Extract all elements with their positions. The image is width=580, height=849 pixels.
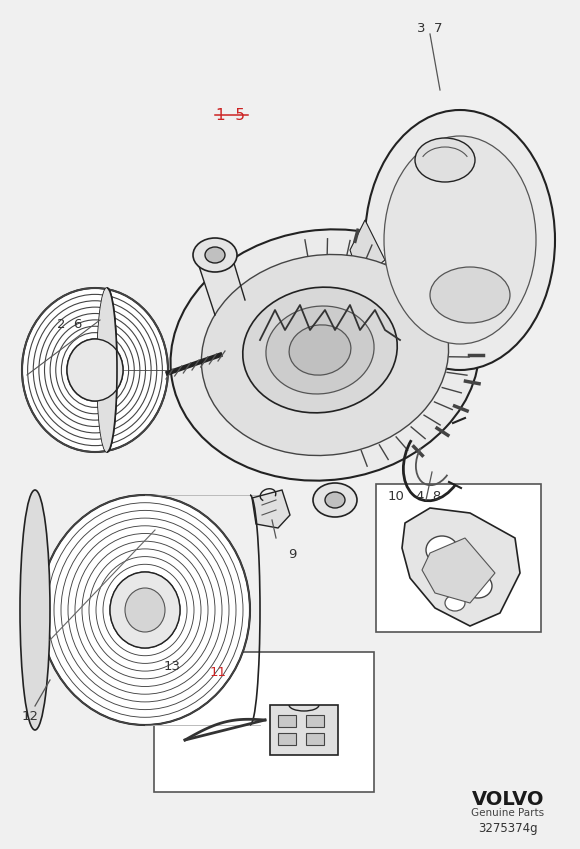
- Polygon shape: [197, 260, 245, 315]
- Ellipse shape: [430, 267, 510, 323]
- Bar: [278, 733, 296, 745]
- Text: 11: 11: [210, 666, 227, 679]
- Bar: [270, 705, 338, 755]
- Text: 1  5: 1 5: [216, 108, 245, 123]
- Text: 9: 9: [288, 548, 296, 561]
- Text: 12: 12: [22, 710, 39, 723]
- Text: 3275374g: 3275374g: [478, 822, 538, 835]
- Ellipse shape: [289, 325, 351, 375]
- Ellipse shape: [20, 490, 50, 730]
- Ellipse shape: [97, 288, 117, 452]
- Ellipse shape: [125, 588, 165, 632]
- Bar: [278, 715, 296, 727]
- Ellipse shape: [40, 495, 250, 725]
- Text: 2  6: 2 6: [57, 318, 82, 331]
- Ellipse shape: [67, 339, 123, 401]
- Text: VOLVO: VOLVO: [472, 790, 544, 809]
- Text: 4  8: 4 8: [416, 490, 441, 503]
- Ellipse shape: [426, 536, 458, 564]
- Text: 3  7: 3 7: [417, 22, 443, 35]
- Polygon shape: [422, 538, 495, 603]
- Ellipse shape: [415, 138, 475, 182]
- Ellipse shape: [325, 492, 345, 508]
- Bar: [306, 715, 324, 727]
- Ellipse shape: [445, 595, 465, 611]
- Text: 10: 10: [388, 490, 405, 503]
- Polygon shape: [252, 490, 290, 528]
- Ellipse shape: [266, 306, 374, 394]
- Ellipse shape: [464, 574, 492, 598]
- Ellipse shape: [171, 229, 480, 481]
- Ellipse shape: [384, 136, 536, 344]
- Bar: [154, 652, 374, 792]
- Polygon shape: [350, 220, 385, 280]
- Bar: [376, 484, 541, 632]
- Ellipse shape: [22, 288, 168, 452]
- Polygon shape: [402, 508, 520, 626]
- Ellipse shape: [201, 255, 448, 456]
- Ellipse shape: [313, 483, 357, 517]
- Ellipse shape: [110, 572, 180, 648]
- Text: 13: 13: [164, 660, 181, 673]
- Ellipse shape: [193, 238, 237, 272]
- Bar: [306, 733, 324, 745]
- Ellipse shape: [243, 287, 397, 413]
- Ellipse shape: [365, 110, 555, 370]
- Text: Genuine Parts: Genuine Parts: [472, 808, 545, 818]
- Ellipse shape: [205, 247, 225, 263]
- Ellipse shape: [97, 288, 117, 452]
